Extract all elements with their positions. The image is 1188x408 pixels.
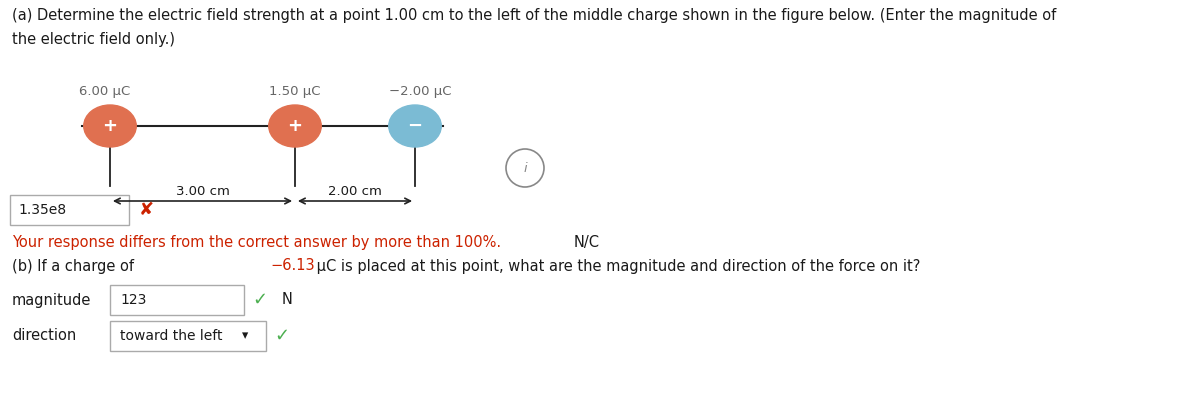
Text: 6.00 μC: 6.00 μC bbox=[80, 85, 131, 98]
Text: magnitude: magnitude bbox=[12, 293, 91, 308]
Text: ✓: ✓ bbox=[252, 291, 267, 309]
Ellipse shape bbox=[388, 105, 441, 147]
Text: +: + bbox=[287, 117, 303, 135]
Text: toward the left: toward the left bbox=[120, 329, 222, 343]
Text: (b) If a charge of: (b) If a charge of bbox=[12, 259, 139, 273]
Text: i: i bbox=[523, 162, 526, 175]
Text: +: + bbox=[102, 117, 118, 135]
Text: 1.35e8: 1.35e8 bbox=[18, 203, 67, 217]
Text: ✓: ✓ bbox=[274, 327, 289, 345]
Text: −6.13: −6.13 bbox=[270, 259, 315, 273]
Text: 1.50 μC: 1.50 μC bbox=[270, 85, 321, 98]
Text: (a) Determine the electric field strength at a point 1.00 cm to the left of the : (a) Determine the electric field strengt… bbox=[12, 8, 1056, 23]
FancyBboxPatch shape bbox=[110, 285, 244, 315]
Text: N/C: N/C bbox=[574, 235, 600, 250]
FancyBboxPatch shape bbox=[10, 195, 129, 225]
Text: ✘: ✘ bbox=[139, 201, 154, 219]
Text: ▾: ▾ bbox=[242, 330, 248, 342]
Text: 3.00 cm: 3.00 cm bbox=[176, 185, 229, 198]
Text: the electric field only.): the electric field only.) bbox=[12, 32, 175, 47]
Text: −: − bbox=[407, 117, 423, 135]
Text: Your response differs from the correct answer by more than 100%.: Your response differs from the correct a… bbox=[12, 235, 501, 250]
Text: μC is placed at this point, what are the magnitude and direction of the force on: μC is placed at this point, what are the… bbox=[312, 259, 921, 273]
Text: N: N bbox=[282, 293, 293, 308]
Ellipse shape bbox=[83, 105, 137, 147]
Text: direction: direction bbox=[12, 328, 76, 344]
Text: 2.00 cm: 2.00 cm bbox=[328, 185, 381, 198]
Text: −2.00 μC: −2.00 μC bbox=[388, 85, 451, 98]
Text: 123: 123 bbox=[120, 293, 146, 307]
Ellipse shape bbox=[268, 105, 321, 147]
FancyBboxPatch shape bbox=[110, 321, 266, 351]
